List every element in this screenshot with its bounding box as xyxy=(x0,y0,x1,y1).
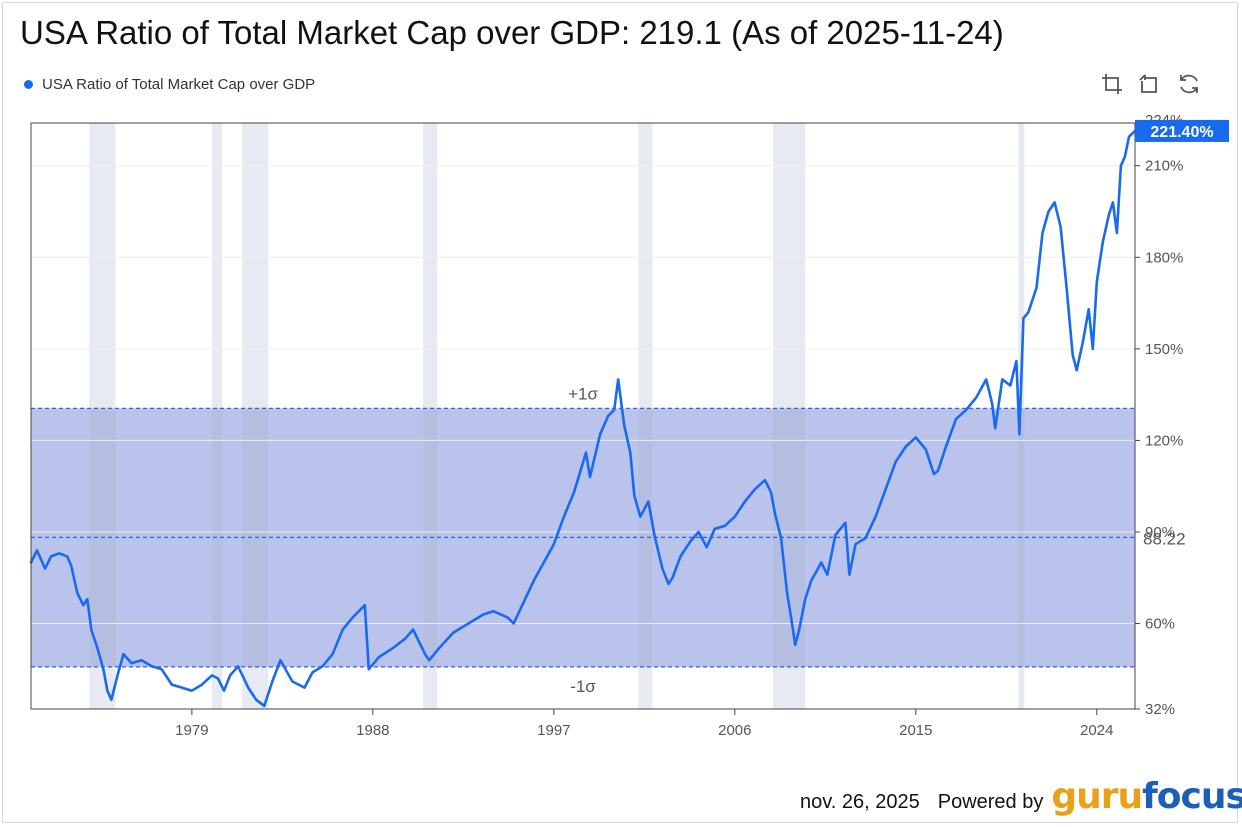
legend-marker xyxy=(24,80,33,89)
logo-part-1: guru xyxy=(1051,776,1143,817)
legend[interactable]: USA Ratio of Total Market Cap over GDP xyxy=(24,76,315,93)
y-tick-label: 60% xyxy=(1145,616,1175,633)
y-tick-label: 150% xyxy=(1145,341,1183,358)
y-tick-label: 32% xyxy=(1145,701,1175,718)
y-tick-label: 120% xyxy=(1145,432,1183,449)
mean-value-label: 88.22 xyxy=(1143,529,1186,548)
y-tick-label: 210% xyxy=(1145,158,1183,175)
x-tick-label: 1988 xyxy=(356,722,389,739)
recession-band xyxy=(638,123,653,709)
logo-part-2: focus xyxy=(1142,776,1242,817)
chart-toolbar xyxy=(1100,72,1202,96)
zoom-reset-icon[interactable] xyxy=(1138,72,1162,96)
upper-sigma-label: +1σ xyxy=(568,384,598,403)
lower-sigma-label: -1σ xyxy=(570,677,596,696)
x-tick-label: 2024 xyxy=(1080,722,1113,739)
legend-label: USA Ratio of Total Market Cap over GDP xyxy=(42,76,316,93)
last-value-label: 221.40% xyxy=(1150,124,1213,141)
footer-date: nov. 26, 2025 xyxy=(800,791,920,813)
x-tick-label: 2015 xyxy=(899,722,932,739)
powered-by-text: Powered by xyxy=(937,791,1044,813)
recession-band xyxy=(211,123,223,709)
x-tick-label: 2006 xyxy=(718,722,751,739)
recession-band xyxy=(1018,123,1025,709)
footer: nov. 26, 2025 Powered by gurufocus xyxy=(800,776,1242,817)
zoom-select-icon[interactable] xyxy=(1100,72,1124,96)
x-tick-label: 1979 xyxy=(175,722,208,739)
series-line[interactable] xyxy=(29,129,1137,708)
restore-icon[interactable] xyxy=(1176,72,1202,96)
recession-band xyxy=(242,123,269,709)
gurufocus-logo[interactable]: gurufocus xyxy=(1051,776,1242,817)
last-value-badge xyxy=(1135,119,1229,142)
recession-band xyxy=(89,123,116,709)
page-title: USA Ratio of Total Market Cap over GDP: … xyxy=(20,14,1004,51)
y-tick-label: 180% xyxy=(1145,249,1183,266)
y-tick-label: 90% xyxy=(1145,524,1175,541)
recession-band xyxy=(423,123,438,709)
x-tick-label: 1997 xyxy=(537,722,570,739)
